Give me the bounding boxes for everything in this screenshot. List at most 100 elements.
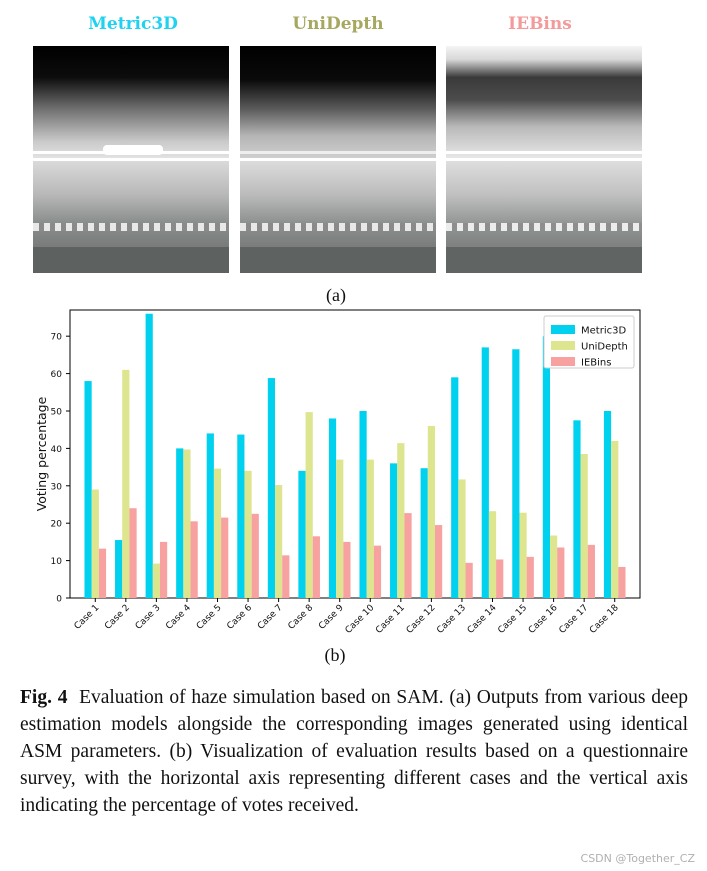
depth-map-metric3d — [33, 46, 229, 158]
bar-iebins-2 — [129, 508, 137, 598]
bar-unidepth-16 — [550, 535, 558, 598]
bar-metric3d-1 — [84, 381, 92, 598]
bar-unidepth-13 — [458, 479, 466, 598]
legend-label-unidepth: UniDepth — [581, 342, 628, 353]
bar-iebins-9 — [343, 541, 351, 598]
watermark: CSDN @Together_CZ — [580, 852, 695, 865]
x-tick-label: Case 14 — [466, 603, 499, 636]
caption-text: Evaluation of haze simulation based on S… — [20, 687, 689, 816]
road-bottom — [240, 247, 436, 273]
subfigure-label-a: (a) — [326, 285, 346, 305]
y-tick-label: 30 — [51, 482, 63, 492]
bar-unidepth-15 — [519, 512, 527, 598]
hazy-image-unidepth — [240, 161, 436, 273]
x-tick-label: Case 13 — [435, 603, 468, 636]
bar-iebins-15 — [526, 556, 534, 598]
bar-iebins-12 — [434, 525, 443, 598]
bar-metric3d-8 — [298, 470, 306, 598]
hazy-image-iebins — [446, 161, 642, 273]
x-tick-label: Case 15 — [496, 603, 529, 636]
crosswalk — [33, 223, 229, 231]
bar-unidepth-18 — [611, 440, 619, 598]
bar-unidepth-3 — [152, 563, 160, 598]
bar-metric3d-14 — [481, 347, 489, 598]
bar-iebins-3 — [159, 541, 168, 598]
title-unidepth: UniDepth — [292, 14, 384, 34]
depth-map-horizon — [446, 151, 642, 154]
bar-unidepth-17 — [580, 454, 588, 598]
bar-iebins-11 — [404, 513, 412, 598]
bar-metric3d-7 — [267, 378, 276, 598]
bar-iebins-6 — [251, 513, 259, 598]
y-tick-label: 10 — [51, 557, 63, 567]
bar-unidepth-1 — [91, 489, 99, 598]
legend-label-iebins: IEBins — [581, 358, 611, 369]
y-tick-label: 40 — [51, 445, 63, 455]
x-tick-label: Case 18 — [588, 603, 621, 636]
bar-metric3d-4 — [176, 448, 184, 598]
title-iebins: IEBins — [508, 14, 572, 34]
y-tick-label: 0 — [56, 595, 62, 605]
x-tick-label: Case 3 — [134, 603, 163, 632]
bar-metric3d-15 — [512, 349, 520, 598]
bar-unidepth-5 — [213, 468, 222, 598]
bar-metric3d-13 — [451, 377, 459, 598]
y-tick-label: 70 — [51, 333, 63, 343]
x-tick-label: Case 9 — [317, 603, 346, 632]
bar-unidepth-8 — [305, 412, 313, 598]
bar-metric3d-16 — [542, 336, 551, 598]
x-tick-label: Case 8 — [287, 603, 316, 632]
chart-legend: Metric3D UniDepth IEBins — [543, 315, 635, 369]
x-tick-label: Case 17 — [558, 603, 591, 636]
bar-iebins-14 — [496, 559, 504, 598]
bar-metric3d-2 — [115, 540, 123, 598]
bar-metric3d-17 — [573, 420, 581, 598]
crosswalk — [446, 223, 642, 231]
legend-swatch-metric3d — [551, 325, 575, 334]
bar-unidepth-14 — [488, 511, 497, 598]
bar-iebins-13 — [465, 562, 473, 598]
caption-prefix: Fig. 4 — [20, 687, 68, 708]
chart-bars — [84, 313, 626, 598]
bar-iebins-4 — [190, 521, 198, 598]
x-tick-label: Case 16 — [527, 603, 560, 636]
bar-metric3d-10 — [359, 410, 367, 598]
bar-unidepth-9 — [336, 459, 344, 598]
x-tick-label: Case 10 — [344, 603, 377, 636]
x-tick-label: Case 5 — [195, 603, 224, 632]
y-tick-label: 20 — [51, 520, 63, 530]
bar-metric3d-12 — [420, 468, 428, 598]
bar-metric3d-11 — [390, 463, 398, 598]
x-tick-label: Case 11 — [374, 603, 407, 636]
bar-metric3d-6 — [237, 434, 245, 598]
legend-swatch-unidepth — [551, 341, 575, 350]
depth-map-unidepth — [240, 46, 436, 158]
y-axis-label: Voting percentage — [34, 396, 49, 511]
depth-map-blob — [103, 145, 163, 155]
crosswalk — [240, 223, 436, 231]
x-tick-label: Case 12 — [405, 603, 438, 636]
subfigure-label-b: (b) — [324, 645, 346, 665]
bar-iebins-7 — [282, 555, 290, 598]
bar-metric3d-9 — [328, 418, 337, 598]
y-tick-label: 60 — [51, 370, 63, 380]
y-tick-label: 50 — [51, 407, 63, 417]
bar-iebins-10 — [373, 545, 382, 598]
legend-label-metric3d: Metric3D — [581, 326, 626, 337]
x-tick-label: Case 1 — [73, 603, 102, 632]
figure-caption: Fig. 4 Evaluation of haze simulation bas… — [20, 684, 688, 819]
bar-unidepth-12 — [427, 425, 435, 598]
bar-unidepth-6 — [244, 470, 252, 598]
hazy-image-metric3d — [33, 161, 229, 273]
legend-swatch-iebins — [551, 357, 575, 366]
bar-iebins-17 — [587, 544, 595, 598]
bar-iebins-8 — [312, 536, 320, 598]
x-tick-label: Case 4 — [164, 603, 193, 632]
bar-metric3d-18 — [603, 410, 612, 598]
road-bottom — [33, 247, 229, 273]
x-tick-label: Case 7 — [256, 603, 285, 632]
depth-map-iebins — [446, 46, 642, 158]
bar-iebins-5 — [221, 517, 229, 598]
x-tick-label: Case 2 — [103, 603, 132, 632]
